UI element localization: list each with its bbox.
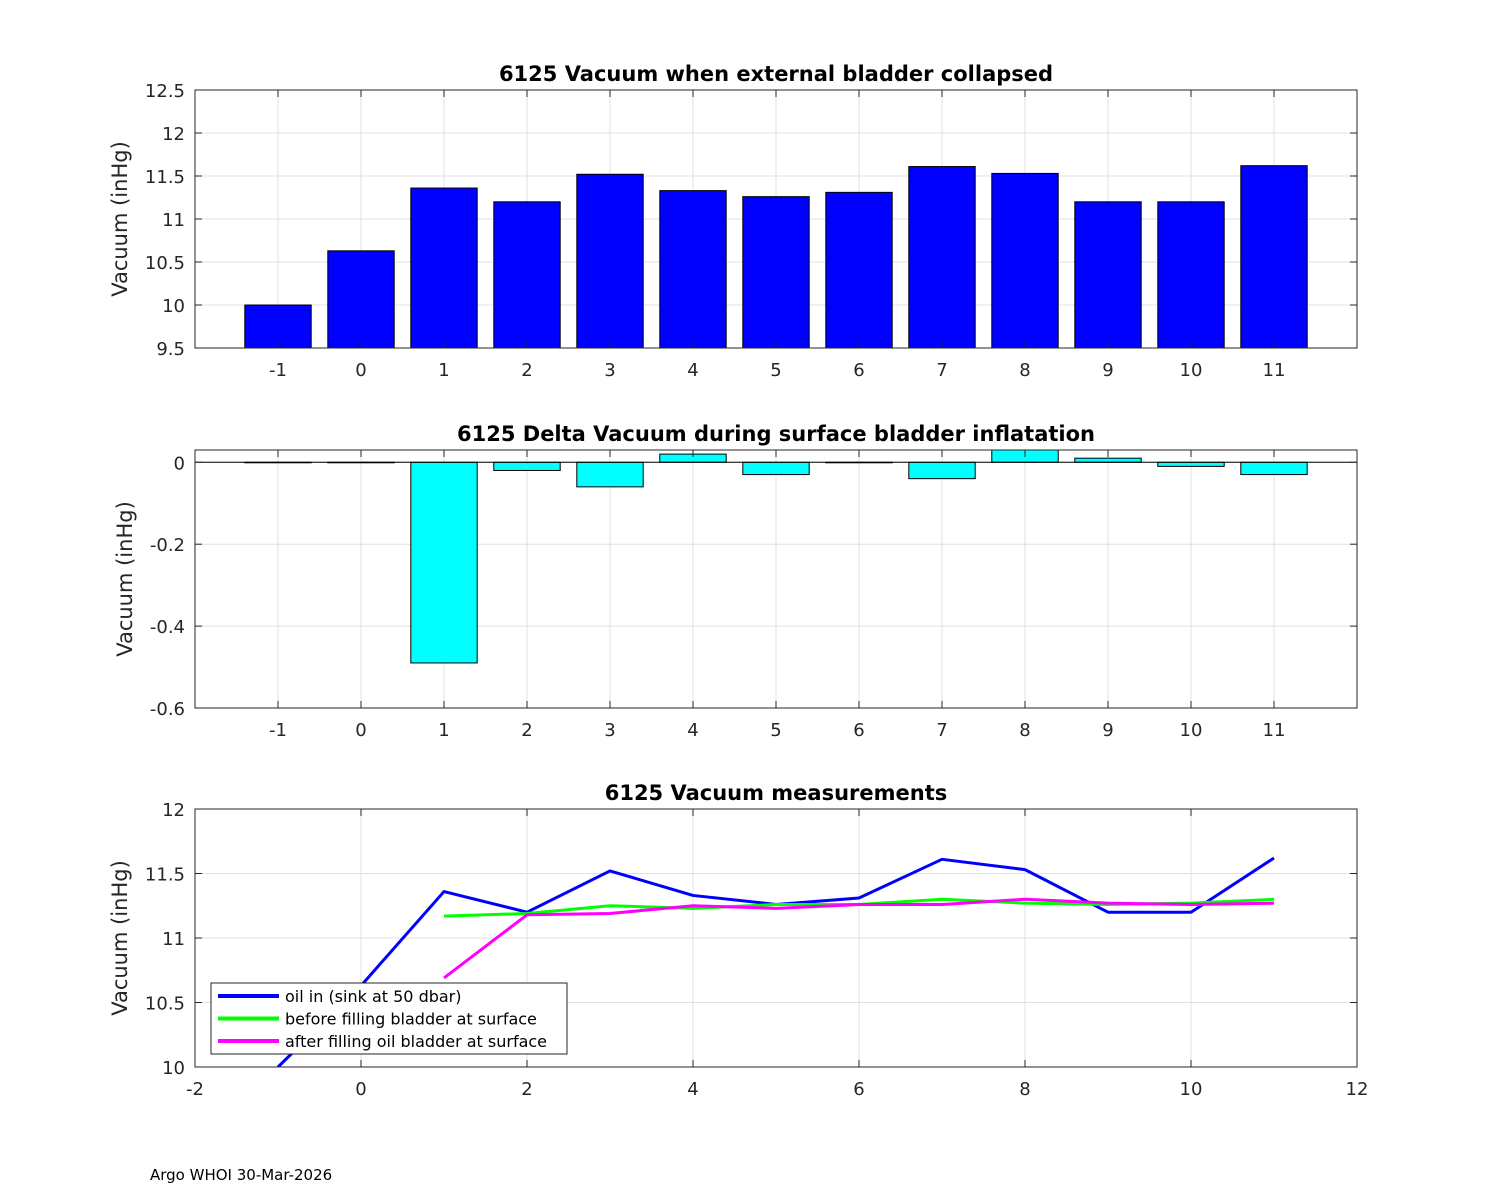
bar-8 [991, 172, 1059, 349]
legend-label-3: after filling oil bladder at surface [285, 1032, 547, 1051]
x-tick-label: 8 [1019, 360, 1030, 381]
x-tick-label: 0 [355, 1079, 366, 1100]
x-tick-label: -1 [269, 360, 287, 381]
bar-3 [576, 461, 644, 488]
x-tick-label: 10 [1180, 1079, 1203, 1100]
series-line-3 [443, 897, 1275, 980]
x-tick-label: 8 [1019, 1079, 1030, 1100]
x-tick-label: 5 [770, 720, 781, 741]
bar-10 [1157, 461, 1225, 467]
bar-6 [825, 191, 893, 349]
chart-1: -1 0 1 2 3 4 5 6 7 8 9 10 119.51010.51111.51212.5612… [108, 62, 1358, 381]
x-tick-label: 10 [1180, 360, 1203, 381]
y-tick-label: 10.5 [145, 253, 185, 274]
y-tick-label: 10.5 [145, 994, 185, 1015]
bar-9 [1074, 201, 1142, 349]
y-axis-label: Vacuum (inHg) [108, 860, 132, 1016]
bar-4 [659, 190, 727, 349]
x-tick-label: 5 [770, 360, 781, 381]
bar-2 [493, 201, 561, 349]
x-tick-label: 8 [1019, 720, 1030, 741]
bar-7 [908, 166, 976, 349]
bar-9 [1074, 457, 1142, 463]
x-tick-label: 1 [438, 720, 449, 741]
y-axis-label: Vacuum (inHg) [113, 501, 137, 657]
y-tick-label: -0.4 [150, 617, 185, 638]
x-tick-label: 4 [687, 1079, 698, 1100]
bar--1 [244, 304, 312, 349]
y-tick-label: 10 [162, 296, 185, 317]
x-tick-label: 0 [355, 720, 366, 741]
x-tick-label: 2 [521, 720, 532, 741]
chart-title: 6125 Vacuum measurements [605, 781, 948, 805]
bar-0 [327, 250, 395, 349]
x-tick-label: 2 [521, 1079, 532, 1100]
y-tick-label: 11 [162, 210, 185, 231]
x-tick-label: 6 [853, 1079, 864, 1100]
x-tick-label: 6 [853, 360, 864, 381]
x-tick-label: 10 [1180, 720, 1203, 741]
legend-label-2: before filling bladder at surface [285, 1010, 537, 1029]
x-tick-label: 3 [604, 360, 615, 381]
x-tick-label: 6 [853, 720, 864, 741]
y-tick-label: 11 [162, 929, 185, 950]
x-tick-label: 1 [438, 360, 449, 381]
legend: oil in (sink at 50 dbar) before filling b… [210, 982, 568, 1055]
x-tick-label: -1 [269, 720, 287, 741]
bar-5 [742, 196, 810, 349]
x-tick-label: 7 [936, 360, 947, 381]
chart-title: 6125 Delta Vacuum during surface bladder… [457, 422, 1095, 446]
y-tick-label: 11.5 [145, 167, 185, 188]
footer-text: Argo WHOI 30-Mar-2026 [150, 1166, 333, 1184]
bar-10 [1157, 201, 1225, 349]
y-tick-label: 0 [174, 453, 185, 474]
y-tick-label: 11.5 [145, 865, 185, 886]
bar-7 [908, 461, 976, 480]
x-tick-label: 7 [936, 720, 947, 741]
x-tick-label: 3 [604, 720, 615, 741]
chart-title: 6125 Vacuum when external bladder collap… [499, 62, 1053, 86]
x-tick-label: 2 [521, 360, 532, 381]
y-tick-label: 12.5 [145, 81, 185, 102]
bar-1 [410, 187, 478, 349]
y-tick-label: 12 [162, 124, 185, 145]
x-tick-label: 11 [1263, 360, 1286, 381]
bar-1 [410, 461, 478, 664]
y-tick-label: -0.2 [150, 535, 185, 556]
bar-5 [742, 461, 810, 476]
x-tick-label: 9 [1102, 360, 1113, 381]
chart-2: -1 0 1 2 3 4 5 6 7 8 9 10 11 -0.6 -0.4 -0.2 0 6125 Delta … [113, 422, 1358, 741]
bar-2 [493, 461, 561, 471]
y-tick-label: 12 [162, 800, 185, 821]
y-axis-label: Vacuum (inHg) [108, 141, 132, 297]
x-tick-label: 4 [687, 360, 698, 381]
y-tick-label: 9.5 [156, 339, 185, 360]
bar-11 [1240, 165, 1308, 349]
x-tick-label: -2 [186, 1079, 204, 1100]
legend-label-1: oil in (sink at 50 dbar) [285, 987, 462, 1006]
x-tick-label: 12 [1346, 1079, 1369, 1100]
y-tick-label: 10 [162, 1058, 185, 1079]
x-tick-label: 11 [1263, 720, 1286, 741]
bar-3 [576, 173, 644, 349]
chart-3: -2 0 2 4 6 8 10 12 10 10.5 11 11.5 12 6125 Vacuum mea… [108, 781, 1368, 1100]
x-tick-label: 0 [355, 360, 366, 381]
bar-11 [1240, 461, 1308, 476]
x-tick-label: 9 [1102, 720, 1113, 741]
y-tick-label: -0.6 [150, 699, 185, 720]
x-tick-label: 4 [687, 720, 698, 741]
